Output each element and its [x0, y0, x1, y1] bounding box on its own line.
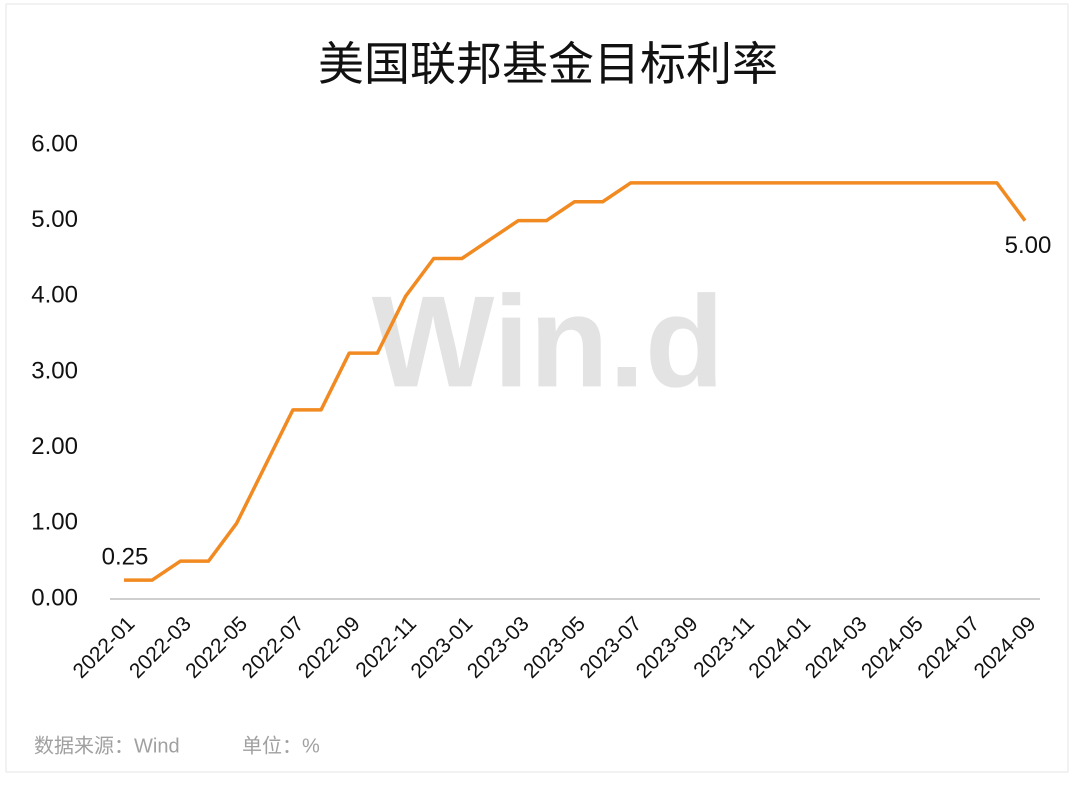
chart-title: 美国联邦基金目标利率 [318, 38, 778, 90]
unit-note: 单位：% [242, 734, 320, 757]
data-label: 0.25 [102, 543, 149, 570]
y-tick-label: 3.00 [31, 357, 78, 384]
watermark: Win.d [372, 268, 725, 414]
y-tick-label: 0.00 [31, 584, 78, 611]
y-tick-label: 6.00 [31, 130, 78, 157]
y-tick-label: 1.00 [31, 509, 78, 536]
y-tick-label: 4.00 [31, 282, 78, 309]
card [5, 3, 1069, 773]
source-note: 数据来源：Wind [34, 734, 180, 757]
data-label: 5.00 [1005, 232, 1052, 259]
y-tick-label: 2.00 [31, 433, 78, 460]
data-line [124, 181, 1027, 582]
y-tick-label: 5.00 [31, 206, 78, 233]
